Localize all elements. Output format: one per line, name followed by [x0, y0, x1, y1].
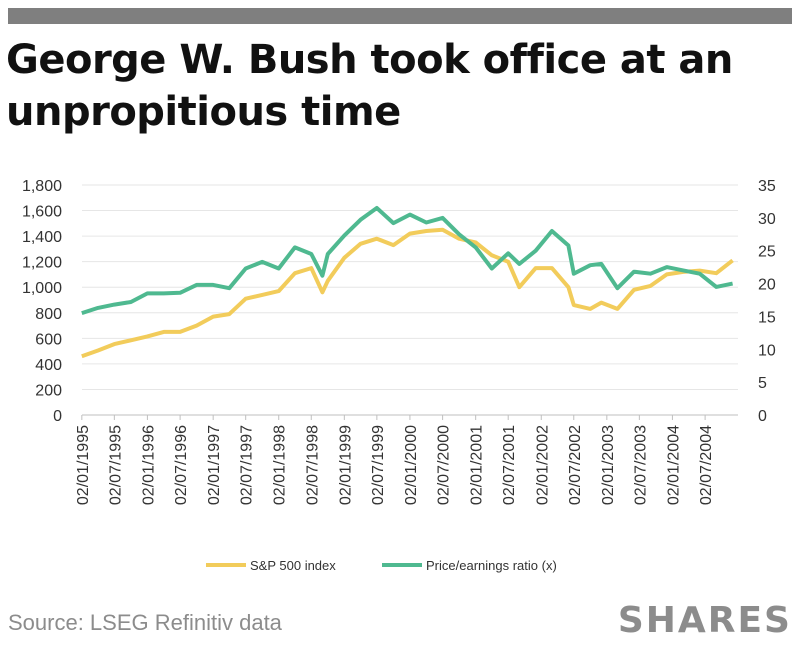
- y-left-tick-label: 800: [35, 306, 62, 323]
- x-tick-label: 02/01/2001: [469, 425, 486, 505]
- x-axis: 02/01/1995 02/07/1995 02/01/1996 02/07/1996…: [75, 415, 715, 505]
- y-right-tick-label: 30: [758, 211, 776, 228]
- x-tick-label: 02/01/2003: [600, 425, 617, 505]
- y-left-tick-label: 400: [35, 357, 62, 374]
- y-left-tick-label: 600: [35, 331, 62, 348]
- y-left-tick-label: 1,400: [22, 229, 62, 246]
- x-tick-label: 02/07/1998: [304, 425, 321, 505]
- y-right-tick-label: 25: [758, 244, 776, 261]
- source-note: Source: LSEG Refinitiv data: [8, 610, 282, 635]
- y-axis-left: 0 200 400 600 800 1,000 1,200 1,400 1,600 1,800: [22, 178, 62, 425]
- y-left-tick-label: 0: [53, 408, 62, 425]
- x-tick-label: 02/07/2003: [632, 425, 649, 505]
- y-right-tick-label: 10: [758, 342, 776, 359]
- x-tick-label: 02/07/2002: [567, 425, 584, 505]
- x-tick-label: 02/07/2000: [436, 425, 453, 505]
- brand-logo: SHARES: [617, 600, 792, 641]
- top-accent-bar: [8, 8, 792, 24]
- y-right-tick-label: 5: [758, 375, 767, 392]
- y-right-tick-label: 35: [758, 178, 776, 195]
- x-tick-label: 02/01/1995: [75, 425, 92, 505]
- y-left-tick-label: 1,600: [22, 204, 62, 221]
- legend-label: S&P 500 index: [250, 558, 336, 573]
- x-tick-label: 02/01/2000: [403, 425, 420, 505]
- x-tick-label: 02/07/1996: [173, 425, 190, 505]
- x-tick-label: 02/07/1997: [239, 425, 256, 505]
- x-tick-label: 02/07/2004: [698, 425, 715, 505]
- series-line-sp500: [81, 227, 734, 359]
- chart-legend: S&P 500 index Price/earnings ratio (x): [206, 558, 557, 573]
- y-left-tick-label: 1,800: [22, 178, 62, 195]
- gridlines: [82, 184, 738, 416]
- chart-title: George W. Bush took office at an unpropi…: [6, 37, 733, 135]
- x-tick-label: 02/01/1996: [140, 425, 157, 505]
- y-right-tick-label: 20: [758, 277, 776, 294]
- y-left-tick-label: 200: [35, 382, 62, 399]
- x-tick-label: 02/01/2002: [534, 425, 551, 505]
- y-left-tick-label: 1,000: [22, 280, 62, 297]
- series-lines: [81, 206, 734, 359]
- y-right-tick-label: 0: [758, 408, 767, 425]
- x-tick-label: 02/01/1998: [272, 425, 289, 505]
- x-tick-label: 02/07/2001: [501, 425, 518, 505]
- x-tick-label: 02/01/1999: [337, 425, 354, 505]
- y-axis-right: 0 5 10 15 20 25 30 35: [758, 178, 776, 425]
- legend-label: Price/earnings ratio (x): [426, 558, 557, 573]
- x-tick-label: 02/07/1999: [370, 425, 387, 505]
- x-tick-label: 02/01/1997: [206, 425, 223, 505]
- y-right-tick-label: 15: [758, 309, 776, 326]
- x-tick-label: 02/01/2004: [665, 425, 682, 505]
- x-tick-label: 02/07/1995: [107, 425, 124, 505]
- series-line-pe-ratio: [81, 206, 733, 316]
- y-left-tick-label: 1,200: [22, 255, 62, 272]
